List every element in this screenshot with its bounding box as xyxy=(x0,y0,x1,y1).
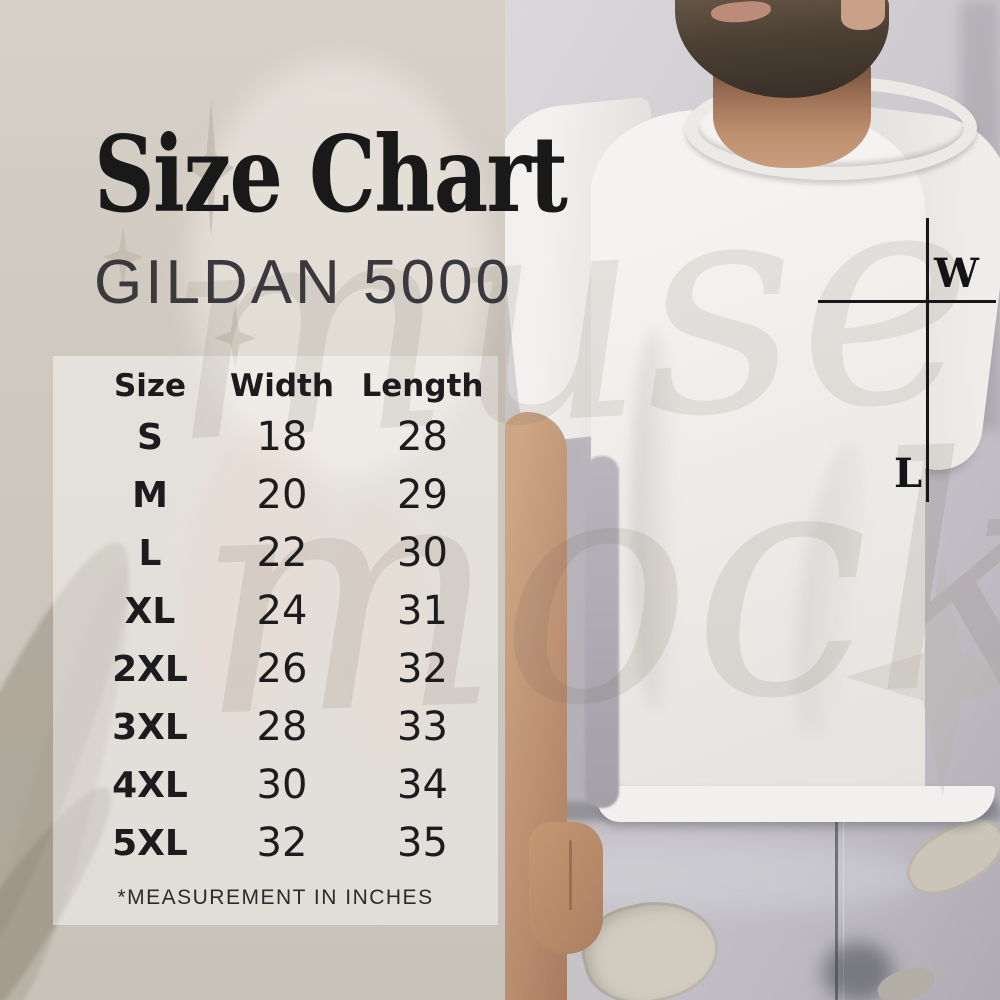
jeans-fly-seam xyxy=(835,818,838,1000)
length-label: L xyxy=(894,450,923,497)
size-row: 4XL 30 34 xyxy=(53,756,498,814)
tshirt-torso xyxy=(591,110,925,816)
size-table-header: Size Width Length xyxy=(53,364,498,408)
model-cheek xyxy=(841,0,885,30)
length-value: 30 xyxy=(397,530,448,576)
width-value: 18 xyxy=(256,414,308,460)
tshirt-hem xyxy=(597,786,995,822)
size-label: 5XL xyxy=(112,822,188,864)
size-label: 3XL xyxy=(112,706,188,748)
column-header-width: Width xyxy=(230,368,334,404)
length-value: 34 xyxy=(397,762,448,808)
length-value: 31 xyxy=(397,588,448,634)
width-axis-line xyxy=(818,300,996,303)
column-header-length: Length xyxy=(361,368,484,404)
width-value: 30 xyxy=(256,762,308,808)
size-label: L xyxy=(138,532,162,574)
length-value: 35 xyxy=(397,820,448,866)
size-label: XL xyxy=(124,590,176,632)
size-row: S 18 28 xyxy=(53,408,498,466)
model-right-arm xyxy=(973,392,1000,870)
width-label: W xyxy=(934,250,979,297)
width-value: 22 xyxy=(256,530,308,576)
size-row: XL 24 31 xyxy=(53,582,498,640)
page-subtitle: GILDAN 5000 xyxy=(94,248,513,317)
size-row: 3XL 28 33 xyxy=(53,698,498,756)
page-title: Size Chart xyxy=(94,112,568,236)
size-table-rows: S 18 28 M 20 29 L 22 30 XL 24 31 2XL 26 32 3XL 28 33 4XL 30… xyxy=(53,408,498,872)
size-label: 2XL xyxy=(112,648,188,690)
jeans-wash xyxy=(545,842,925,912)
size-label: M xyxy=(132,474,168,516)
size-row: 2XL 26 32 xyxy=(53,640,498,698)
size-label: 4XL xyxy=(112,764,188,806)
measurement-footnote: *MEASUREMENT IN INCHES xyxy=(117,886,434,909)
ghost-photo-shirt xyxy=(190,60,490,480)
size-row: 5XL 32 35 xyxy=(53,814,498,872)
wall-gap xyxy=(585,456,619,808)
width-value: 26 xyxy=(256,646,308,692)
tshirt-fold xyxy=(631,330,677,710)
width-value: 20 xyxy=(256,472,308,518)
finger-line xyxy=(569,840,572,910)
model-photo xyxy=(488,0,1000,1000)
size-label: S xyxy=(137,416,163,458)
tshirt-fold xyxy=(780,437,882,743)
length-value: 33 xyxy=(397,704,448,750)
beige-overlay xyxy=(0,0,505,1000)
width-value: 24 xyxy=(256,588,308,634)
width-value: 28 xyxy=(256,704,308,750)
size-row: L 22 30 xyxy=(53,524,498,582)
model-left-hand xyxy=(529,822,603,954)
size-row: M 20 29 xyxy=(53,466,498,524)
length-value: 32 xyxy=(397,646,448,692)
column-header-size: Size xyxy=(113,368,187,404)
length-value: 28 xyxy=(397,414,448,460)
size-table-panel xyxy=(53,356,498,925)
width-value: 32 xyxy=(256,820,308,866)
length-axis-line xyxy=(926,218,929,502)
size-table: Size Width Length S 18 28 M 20 29 L 22 30 XL 24 31 2… xyxy=(53,356,498,925)
length-value: 29 xyxy=(397,472,448,518)
